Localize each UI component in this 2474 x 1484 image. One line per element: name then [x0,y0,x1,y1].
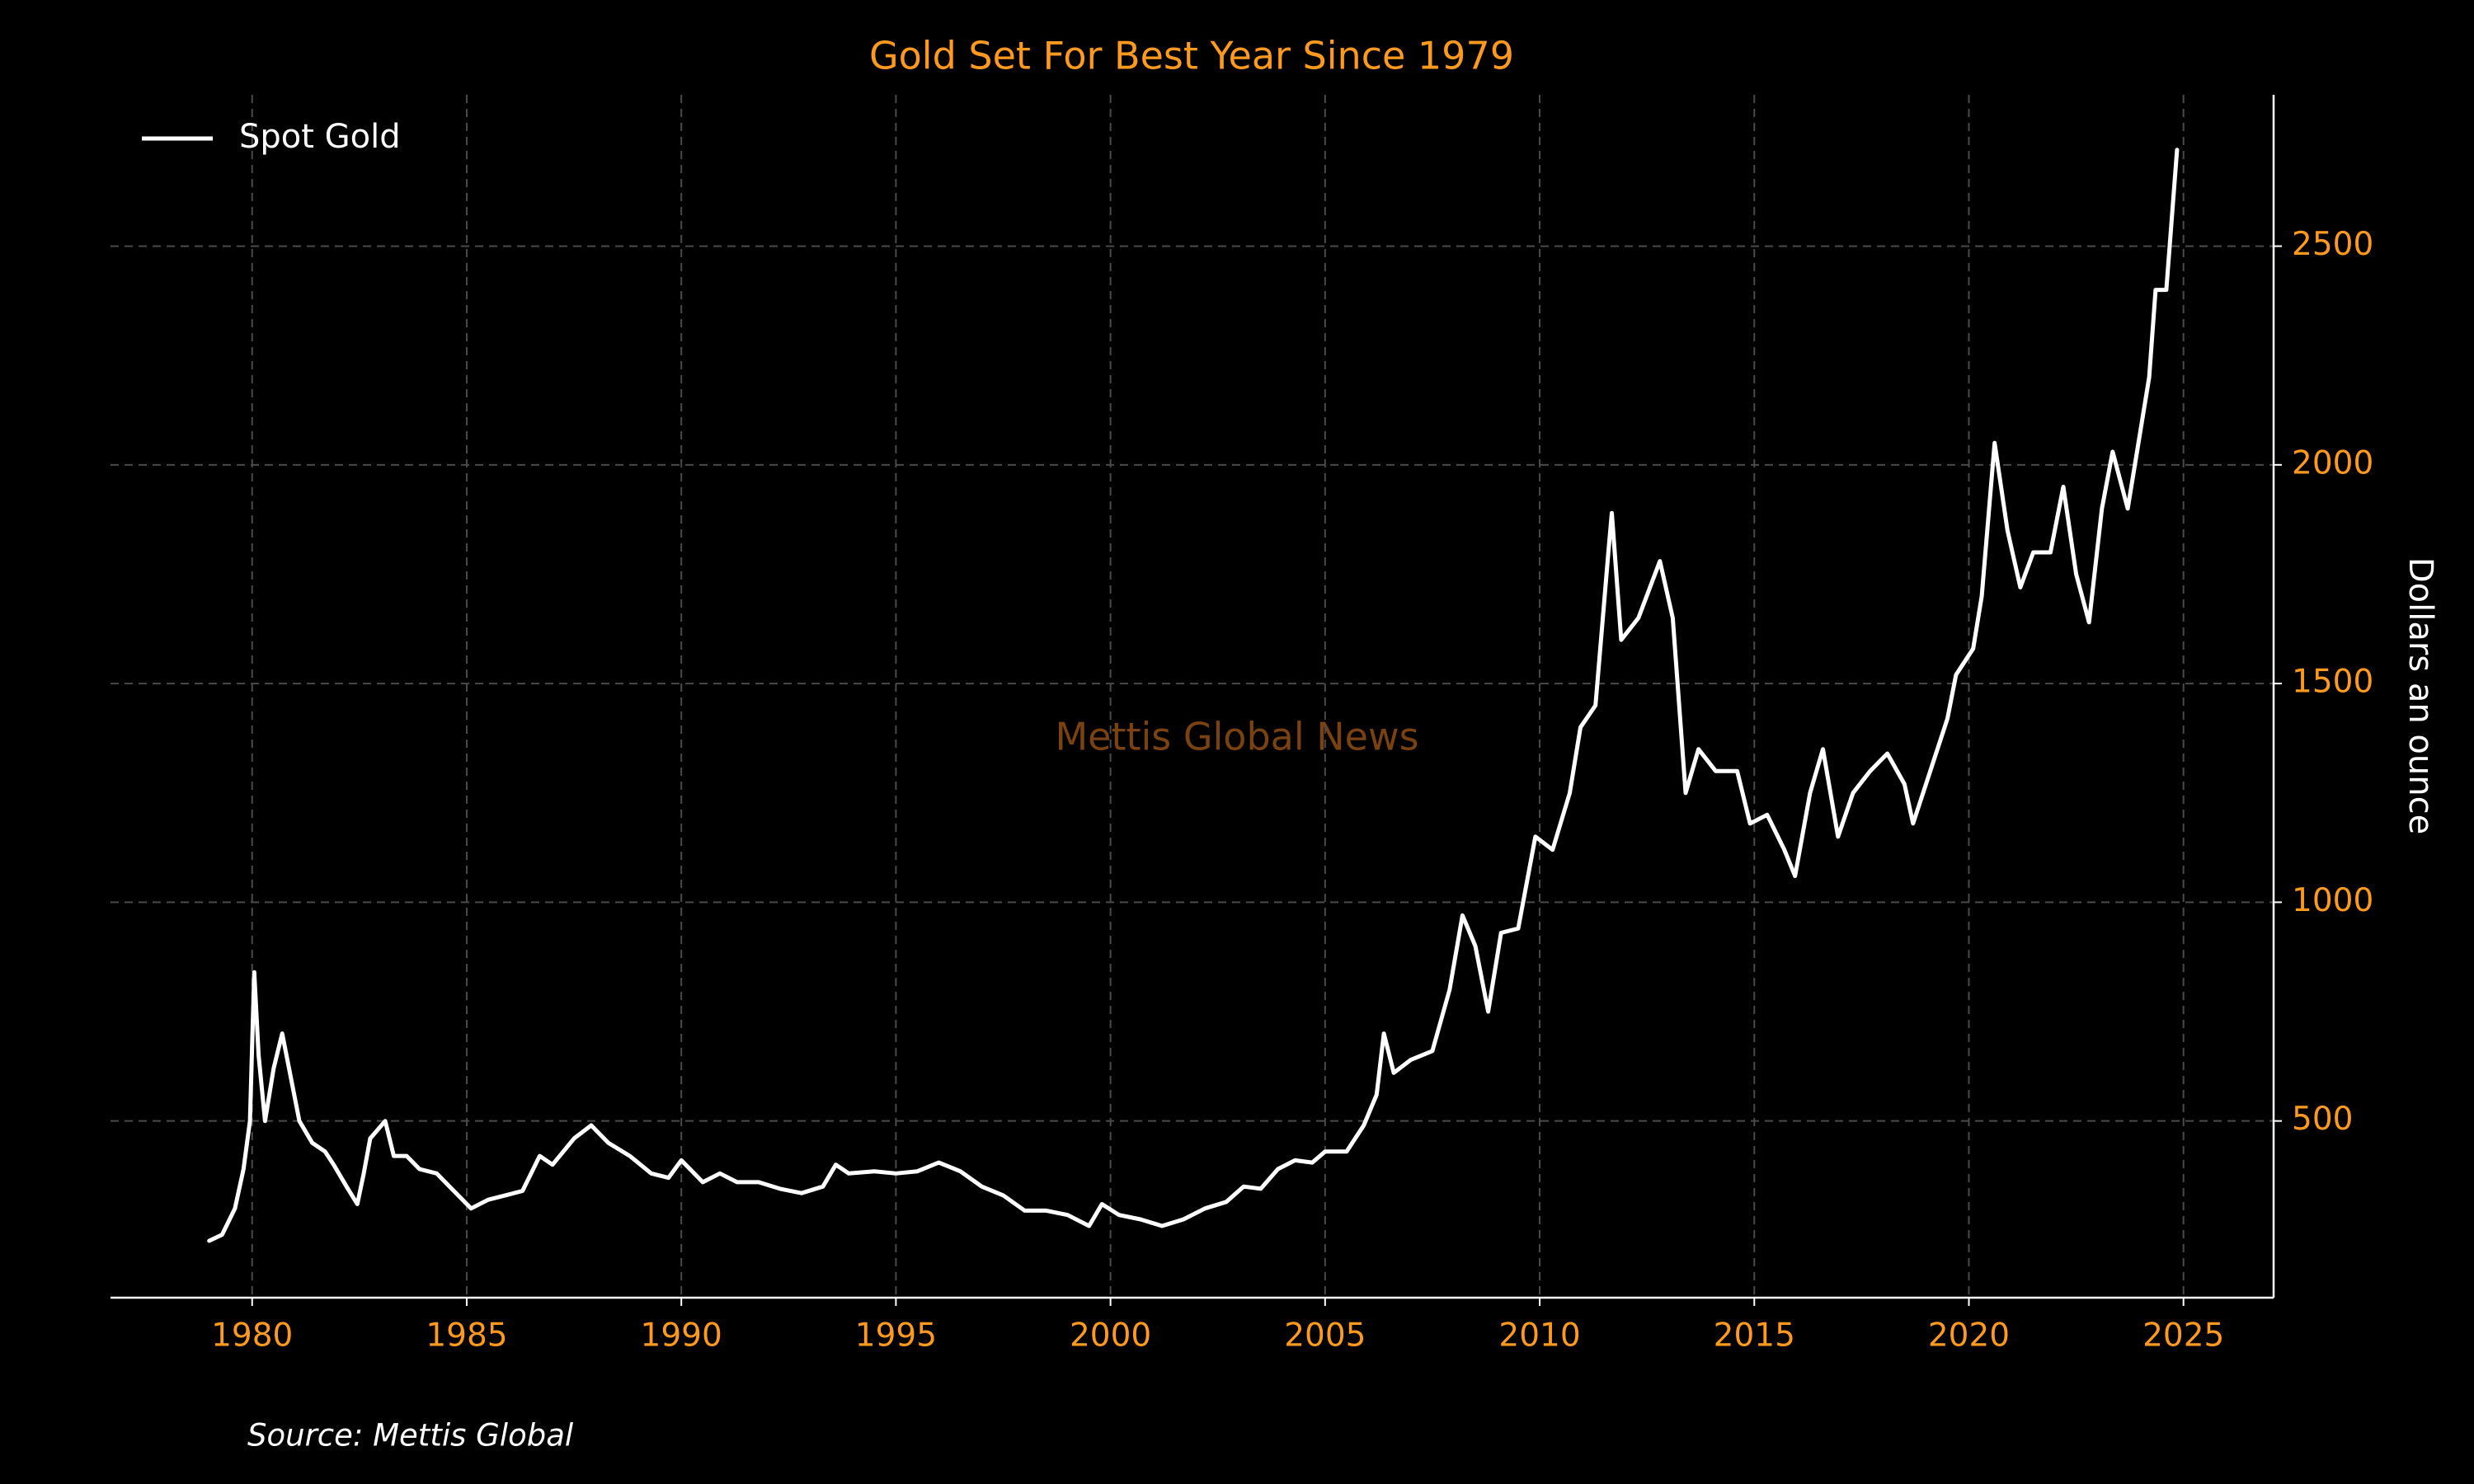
y-tick-label: 1000 [2292,882,2373,919]
x-tick-label: 1995 [855,1317,937,1355]
watermark: Mettis Global News [1055,715,1418,759]
y-tick-label: 2000 [2292,444,2373,481]
x-tick-label: 2000 [1070,1317,1151,1355]
x-tick-label: 1985 [426,1317,507,1355]
x-tick-label: 1980 [211,1317,293,1355]
legend-label: Spot Gold [239,118,401,156]
y-tick-label: 1500 [2292,664,2373,701]
axes: 1980 1985 1990 1995 2000 2005 2010 2015 2020 2025… [111,95,2373,1355]
x-tick-label: 2005 [1284,1317,1366,1355]
x-tick-label: 2015 [1714,1317,1795,1355]
x-tick-label: 2020 [1928,1317,2010,1355]
source: Source: Mettis Global [247,1418,574,1453]
x-tick-label: 2025 [2142,1317,2224,1355]
y-tick-label: 2500 [2292,226,2373,263]
chart-title: Gold Set For Best Year Since 1979 [869,34,1514,78]
x-tick-label: 2010 [1498,1317,1580,1355]
grid [111,95,2274,1298]
plot [207,148,2180,1243]
y-axis-label: Dollars an ounce [2401,557,2439,834]
line [207,148,2180,1243]
x-tick-label: 1990 [641,1317,722,1355]
y-tick-label: 500 [2292,1101,2353,1138]
